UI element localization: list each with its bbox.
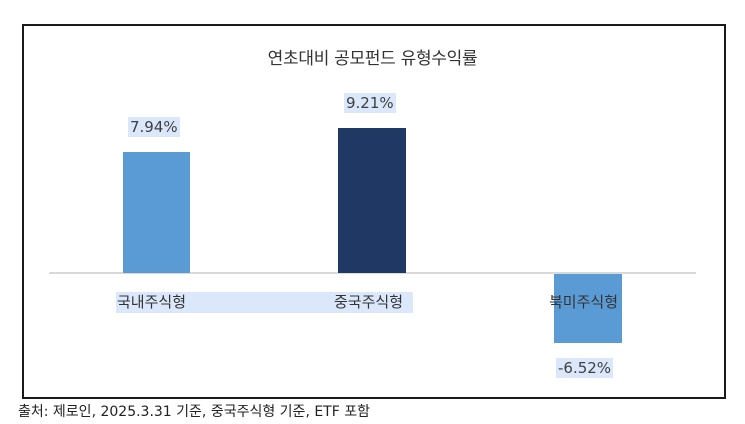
value-label-domestic-equity: 7.94% [128,117,180,137]
source-note: 출처: 제로인, 2025.3.31 기준, 중국주식형 기준, ETF 포함 [18,404,370,420]
zero-axis-line [49,272,696,274]
category-label-domestic-equity: 국내주식형 [117,293,187,311]
bar-domestic-equity [123,152,190,273]
chart-title: 연초대비 공모펀드 유형수익률 [267,49,478,69]
bar-china-equity [338,128,406,273]
value-label-north-america-equity: -6.52% [556,358,614,378]
value-label-china-equity: 9.21% [344,93,396,113]
chart-frame [22,24,726,399]
category-label-highlight [116,292,413,313]
category-label-north-america-equity: 북미주식형 [549,293,619,311]
category-label-china-equity: 중국주식형 [334,293,404,311]
bar-north-america-equity [554,274,622,343]
